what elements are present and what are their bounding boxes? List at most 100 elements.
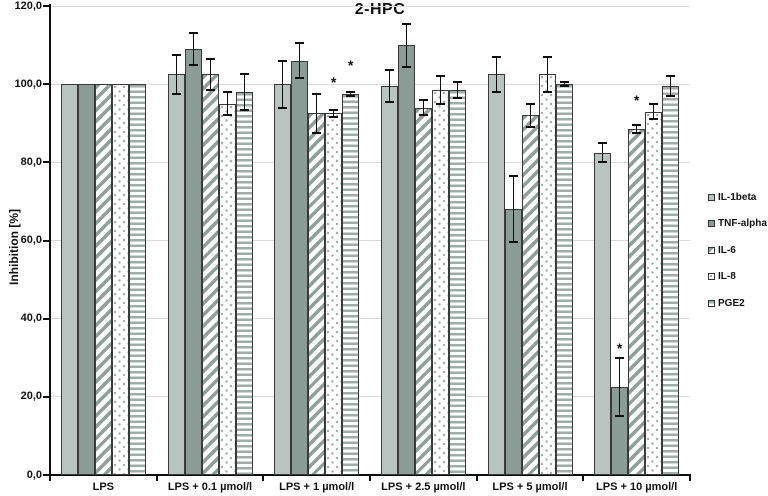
x-tick <box>155 475 158 481</box>
x-category-label-lps-1-mol-l: LPS + 1 µmol/l <box>279 481 355 493</box>
y-tick-label: 100,0 <box>14 77 42 90</box>
legend-item-pge2: PGE2 <box>708 296 767 310</box>
error-bar-cap <box>188 32 198 35</box>
y-tick <box>43 474 49 476</box>
bar-il-1beta <box>487 74 505 475</box>
error-bar-cap <box>418 114 428 117</box>
legend-item-il-1beta: IL-1beta <box>708 190 767 204</box>
error-bar-cap <box>559 81 569 84</box>
bar-il-6 <box>628 129 646 475</box>
gridline <box>50 161 690 163</box>
y-tick-label: 60,0 <box>20 234 42 246</box>
error-bar-cap <box>615 415 625 418</box>
x-category-label-lps: LPS <box>92 481 115 493</box>
error-bar-cap <box>295 42 305 45</box>
y-tick <box>43 317 49 320</box>
error-bar <box>439 76 441 104</box>
gridline <box>50 318 690 320</box>
error-bar <box>226 91 228 116</box>
error-bar-cap <box>491 55 501 58</box>
y-axis-title: Inhibition [%] <box>7 209 21 285</box>
error-bar-cap <box>666 75 676 78</box>
error-bar-cap <box>598 161 608 164</box>
error-bar-cap <box>491 90 501 93</box>
error-bar-cap <box>205 89 215 92</box>
legend-label: IL-1beta <box>718 191 757 203</box>
error-bar-cap <box>666 94 676 97</box>
error-bar-cap <box>329 116 339 119</box>
bar-tnf-alpha <box>397 45 415 475</box>
error-bar <box>670 76 672 96</box>
error-bar <box>619 357 621 417</box>
error-bar <box>563 82 565 87</box>
bar-il-6 <box>308 113 326 475</box>
legend-swatch-pge2 <box>708 299 715 307</box>
significance-star: * <box>347 56 354 73</box>
error-bar <box>602 142 604 163</box>
error-bar <box>209 58 211 91</box>
error-bar <box>192 33 194 65</box>
y-tick-label: 20,0 <box>20 390 42 403</box>
error-bar <box>495 56 497 92</box>
legend-item-tnf-alpha: TNF-alpha <box>708 217 767 231</box>
bar-il-1beta <box>594 152 612 475</box>
y-tick-label: 40,0 <box>20 312 42 325</box>
error-bar-cap <box>542 90 552 93</box>
bar-il-6 <box>94 84 112 475</box>
y-tick-label: 0,0 <box>26 468 42 481</box>
error-bar-cap <box>542 55 552 58</box>
error-bar-cap <box>346 90 356 93</box>
error-bar-cap <box>346 94 356 97</box>
legend-swatch-tnf-alpha <box>708 220 715 227</box>
y-tick-label: 80,0 <box>20 155 42 168</box>
error-bar-cap <box>295 77 305 80</box>
bar-pge2 <box>235 91 253 475</box>
gridline <box>50 83 690 85</box>
x-tick <box>582 475 585 481</box>
error-bar <box>299 43 301 79</box>
chart-title: 2-HPC <box>354 1 406 18</box>
bar-pge2 <box>662 86 680 475</box>
error-bar-cap <box>171 92 181 95</box>
y-tick-label: 120,0 <box>14 0 42 12</box>
bar-pge2 <box>128 84 146 475</box>
y-tick <box>43 239 49 242</box>
error-bar-cap <box>329 108 339 111</box>
gridline <box>50 5 690 7</box>
x-tick <box>369 475 371 481</box>
error-bar-cap <box>278 106 288 109</box>
error-bar <box>422 99 424 116</box>
bar-il-1beta <box>274 84 292 475</box>
bar-il-6 <box>201 74 219 475</box>
error-bar-cap <box>384 69 394 72</box>
significance-star: * <box>633 91 640 108</box>
error-bar-cap <box>525 102 535 105</box>
x-tick <box>475 475 478 481</box>
gridline <box>50 240 690 241</box>
error-bar-cap <box>598 141 608 144</box>
error-bar <box>636 125 638 134</box>
bar-il-8 <box>538 74 556 475</box>
error-bar-cap <box>312 132 322 135</box>
bar-tnf-alpha <box>291 60 309 475</box>
error-bar-cap <box>452 81 462 84</box>
bar-pge2 <box>555 84 573 475</box>
bar-il-6 <box>521 115 539 475</box>
legend-swatch-il-1beta <box>708 193 715 201</box>
error-bar-cap <box>278 59 288 62</box>
significance-star: * <box>330 74 337 91</box>
error-bar-cap <box>384 100 394 103</box>
error-bar-cap <box>205 57 215 60</box>
bar-il-8 <box>431 90 449 475</box>
error-bar <box>456 82 458 98</box>
error-bar-cap <box>171 53 181 56</box>
bar-il-1beta <box>60 84 78 475</box>
error-bar <box>316 93 318 134</box>
error-bar <box>388 70 390 102</box>
x-category-label-lps-0-1-mol-l: LPS + 0.1 µmol/l <box>167 481 253 493</box>
significance-star: * <box>616 339 623 356</box>
y-tick <box>43 395 49 398</box>
x-category-label-lps-2-5-mol-l: LPS + 2.5 µmol/l <box>381 481 466 493</box>
legend-swatch-il-8 <box>708 273 715 280</box>
